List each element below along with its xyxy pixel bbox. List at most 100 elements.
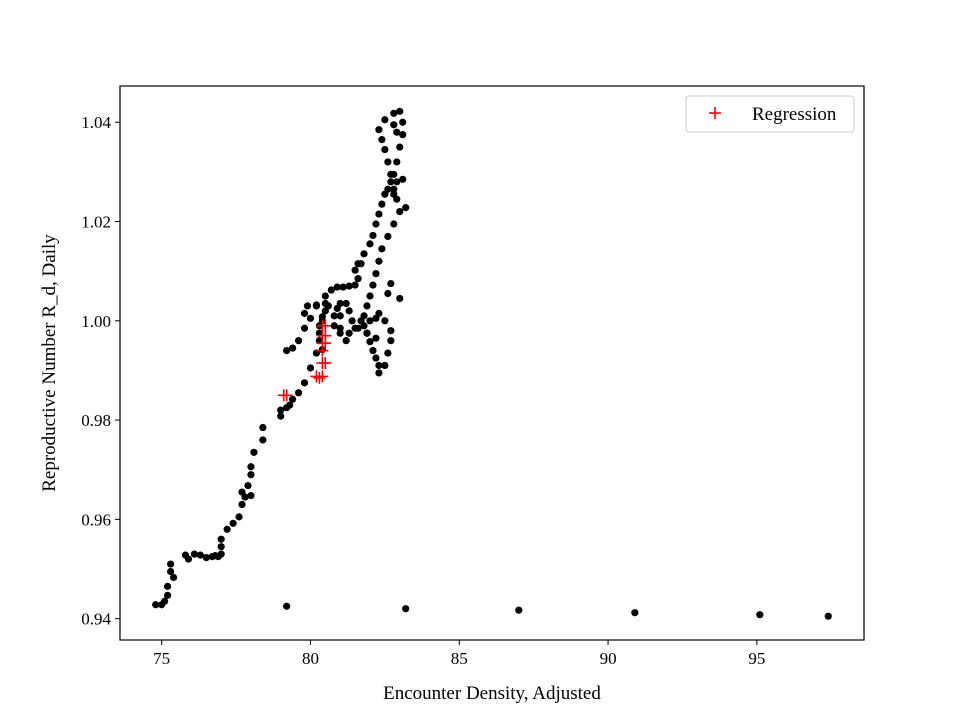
observed-point — [378, 200, 386, 208]
observed-point — [354, 324, 362, 332]
observed-point — [384, 158, 392, 166]
observed-point — [393, 128, 401, 136]
observed-point — [202, 553, 210, 562]
observed-point — [366, 338, 374, 346]
observed-point — [244, 482, 252, 490]
observed-point — [378, 245, 386, 253]
observed-point — [300, 309, 309, 317]
observed-point — [387, 337, 395, 345]
observed-point — [363, 329, 371, 337]
observed-point — [387, 327, 395, 335]
observed-point — [375, 257, 383, 265]
observed-point — [345, 282, 353, 290]
observed-point — [396, 294, 404, 303]
observed-point — [306, 364, 315, 372]
x-axis: 75 80 85 90 95 — [153, 640, 765, 668]
x-axis-label: Encounter Density, Adjusted — [383, 683, 601, 704]
observed-point — [247, 491, 255, 500]
observed-point — [384, 289, 392, 298]
observed-point — [223, 525, 231, 533]
observed-point — [336, 312, 344, 320]
observed-point — [169, 573, 178, 582]
observed-point — [387, 279, 395, 288]
observed-point — [402, 605, 410, 613]
observed-point — [372, 354, 380, 362]
observed-point — [824, 612, 832, 620]
observed-point — [390, 220, 398, 228]
observed-point — [289, 395, 297, 403]
observed-point — [164, 582, 172, 590]
observed-point — [342, 337, 350, 345]
observed-point — [390, 109, 398, 117]
observed-point — [357, 260, 365, 268]
legend: Regression — [685, 95, 855, 133]
observed-point — [166, 567, 175, 576]
observed-point — [375, 361, 383, 370]
observed-point — [631, 609, 639, 617]
observed-point — [283, 346, 291, 355]
observed-point — [312, 302, 321, 310]
y-axis-label: Reproductive Number R_d, Daily — [39, 234, 60, 492]
regression-point — [316, 370, 329, 383]
observed-point — [369, 281, 377, 289]
legend-marker-plus — [709, 107, 721, 119]
observed-point — [289, 344, 297, 352]
observed-point — [330, 312, 338, 320]
legend-box — [685, 95, 855, 133]
observed-point — [217, 535, 225, 543]
observed-point — [238, 488, 246, 496]
y-tick-label: 0.98 — [81, 411, 111, 430]
observed-point — [336, 324, 344, 332]
observed-point — [399, 131, 407, 139]
observed-point — [378, 136, 386, 144]
observed-point — [300, 379, 309, 387]
observed-point — [387, 170, 395, 178]
observed-point — [152, 601, 160, 609]
observed-point — [381, 317, 389, 325]
observed-point — [390, 190, 398, 198]
observed-point — [306, 314, 315, 322]
y-tick-label: 1.04 — [81, 113, 111, 132]
observed-point — [235, 513, 243, 521]
observed-point — [396, 207, 404, 216]
observed-point — [384, 232, 392, 241]
observed-point — [372, 314, 380, 322]
observed-point — [381, 116, 389, 124]
observed-point — [238, 500, 246, 509]
observed-point — [190, 550, 198, 558]
observed-point — [360, 250, 368, 258]
x-tick-label: 90 — [600, 649, 617, 668]
regression-point — [319, 319, 332, 332]
observed-point — [250, 448, 258, 456]
y-tick-label: 0.96 — [81, 510, 111, 529]
observed-point — [247, 463, 255, 471]
observed-point — [390, 121, 398, 129]
observed-point — [387, 178, 395, 186]
observed-point — [300, 324, 309, 332]
observed-point — [357, 317, 365, 325]
observed-point — [164, 591, 172, 599]
observed-point — [342, 299, 350, 308]
observed-point — [217, 543, 225, 551]
observed-point — [402, 204, 410, 212]
observed-point — [259, 436, 267, 444]
observed-point — [348, 317, 356, 325]
observed-point — [277, 406, 285, 414]
observed-point — [351, 281, 359, 289]
observed-point — [321, 292, 329, 300]
observed-point — [381, 145, 389, 154]
observed-point — [259, 423, 267, 432]
observed-point — [390, 185, 398, 193]
observed-point — [333, 283, 341, 291]
observed-point — [339, 283, 347, 291]
observed-point — [384, 185, 392, 193]
observed-point — [196, 551, 204, 559]
y-tick-label: 1.02 — [81, 213, 111, 232]
observed-point — [345, 307, 353, 315]
observed-point — [396, 107, 404, 115]
observed-point — [277, 412, 285, 420]
observed-point — [393, 158, 401, 166]
observed-point — [294, 389, 303, 397]
observed-point — [294, 337, 303, 345]
